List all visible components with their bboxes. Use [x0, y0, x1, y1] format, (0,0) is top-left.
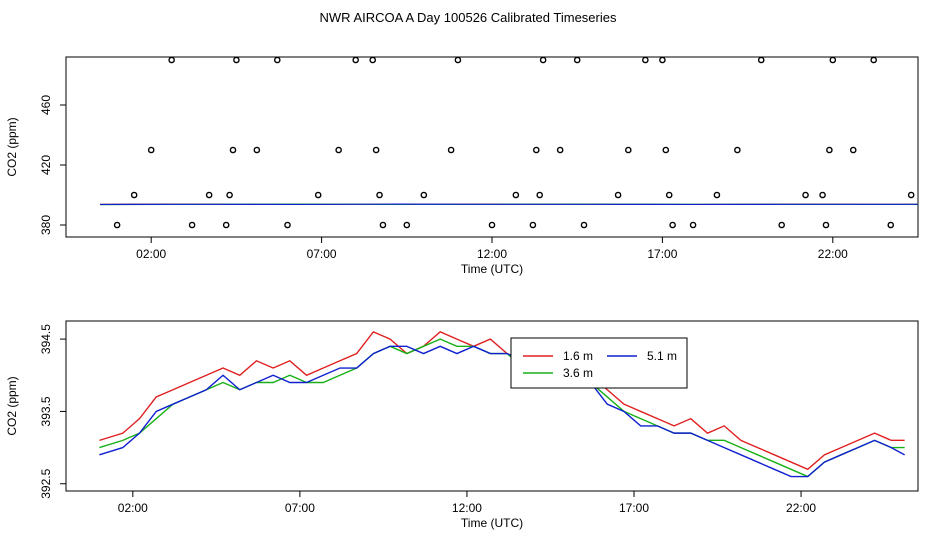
- top-plot-area: [66, 57, 918, 237]
- series-line-1-6-m: [99, 332, 904, 469]
- data-point: [513, 192, 518, 197]
- x-tick-label: 12:00: [477, 247, 507, 261]
- data-point: [189, 222, 194, 227]
- legend-box: [511, 338, 687, 388]
- x-axis-label: Time (UTC): [461, 262, 523, 276]
- data-point: [919, 147, 924, 152]
- data-point: [234, 57, 239, 62]
- data-point: [207, 192, 212, 197]
- data-point: [663, 147, 668, 152]
- data-point: [690, 222, 695, 227]
- x-tick-label: 02:00: [118, 501, 148, 515]
- data-point: [575, 57, 580, 62]
- data-point: [275, 57, 280, 62]
- data-point: [735, 147, 740, 152]
- legend-label: 5.1 m: [647, 349, 677, 363]
- data-point: [541, 57, 546, 62]
- data-point: [558, 147, 563, 152]
- y-tick-label: 420: [39, 155, 53, 175]
- y-tick-label: 380: [39, 215, 53, 235]
- y-tick-label: 394.5: [39, 324, 53, 354]
- data-point: [537, 192, 542, 197]
- data-point: [670, 222, 675, 227]
- x-tick-label: 17:00: [647, 247, 677, 261]
- data-point: [380, 222, 385, 227]
- data-point: [489, 222, 494, 227]
- data-point: [227, 192, 232, 197]
- data-point: [827, 147, 832, 152]
- x-tick-label: 22:00: [818, 247, 848, 261]
- data-point: [224, 222, 229, 227]
- data-point: [581, 222, 586, 227]
- data-point: [803, 192, 808, 197]
- y-axis-label: CO2 (ppm): [5, 117, 19, 176]
- data-point: [230, 147, 235, 152]
- data-point: [888, 222, 893, 227]
- y-tick-label: 392.5: [39, 468, 53, 498]
- data-point: [316, 192, 321, 197]
- x-axis-label: Time (UTC): [461, 516, 523, 530]
- x-tick-label: 22:00: [786, 501, 816, 515]
- data-point: [779, 222, 784, 227]
- data-point: [455, 57, 460, 62]
- data-point: [909, 192, 914, 197]
- data-point: [374, 147, 379, 152]
- data-point: [254, 147, 259, 152]
- data-point: [759, 57, 764, 62]
- data-point: [132, 192, 137, 197]
- data-point: [377, 192, 382, 197]
- data-point: [823, 222, 828, 227]
- data-point: [169, 57, 174, 62]
- data-point: [830, 57, 835, 62]
- bottom-chart-layer: 02:00 07:00 12:00 17:00 22:00 392.5 393.5 394.5…: [5, 324, 905, 530]
- data-point: [667, 192, 672, 197]
- bottom-plot-area: [66, 321, 918, 491]
- x-tick-label: 07:00: [307, 247, 337, 261]
- data-point: [820, 192, 825, 197]
- data-point: [615, 192, 620, 197]
- data-point: [871, 57, 876, 62]
- data-point: [530, 222, 535, 227]
- data-point: [115, 222, 120, 227]
- data-point: [851, 147, 856, 152]
- y-tick-label: 460: [39, 95, 53, 115]
- x-tick-label: 07:00: [285, 501, 315, 515]
- data-point: [370, 57, 375, 62]
- x-tick-label: 02:00: [136, 247, 166, 261]
- scatter-points-group: [100, 57, 936, 227]
- data-point: [353, 57, 358, 62]
- data-point: [626, 147, 631, 152]
- data-point: [534, 147, 539, 152]
- top-chart-layer: 02:00 07:00 12:00 17:00 22:00 380 420 460 Time (…: [5, 57, 936, 276]
- data-point: [404, 222, 409, 227]
- series-line-5-1-m: [99, 346, 904, 476]
- legend-label: 1.6 m: [563, 349, 593, 363]
- legend-label: 3.6 m: [563, 366, 593, 380]
- y-axis-label: CO2 (ppm): [5, 376, 19, 435]
- y-tick-label: 393.5: [39, 396, 53, 426]
- x-tick-label: 17:00: [619, 501, 649, 515]
- data-point: [660, 57, 665, 62]
- page-title: NWR AIRCOA A Day 100526 Calibrated Times…: [320, 10, 617, 25]
- data-point: [336, 147, 341, 152]
- data-point: [421, 192, 426, 197]
- data-point: [714, 192, 719, 197]
- data-point: [149, 147, 154, 152]
- series-line-3-6-m: [99, 339, 904, 476]
- data-point: [643, 57, 648, 62]
- x-tick-label: 12:00: [452, 501, 482, 515]
- data-point: [285, 222, 290, 227]
- data-point: [449, 147, 454, 152]
